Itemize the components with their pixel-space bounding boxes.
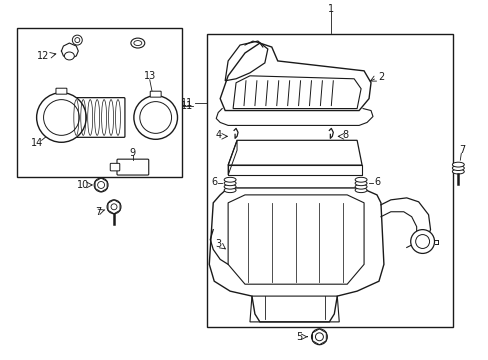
- Circle shape: [98, 181, 104, 188]
- Ellipse shape: [451, 162, 463, 167]
- Text: 14: 14: [30, 138, 42, 148]
- Text: 12: 12: [37, 51, 50, 61]
- Text: 11: 11: [181, 98, 193, 108]
- Ellipse shape: [451, 166, 463, 171]
- Circle shape: [107, 200, 121, 214]
- Text: 5: 5: [296, 332, 302, 342]
- Text: 10: 10: [77, 180, 89, 190]
- Circle shape: [72, 35, 82, 45]
- Circle shape: [94, 178, 108, 192]
- Ellipse shape: [134, 41, 142, 46]
- FancyBboxPatch shape: [71, 98, 124, 137]
- Ellipse shape: [224, 177, 236, 182]
- FancyBboxPatch shape: [117, 159, 148, 175]
- Ellipse shape: [64, 52, 74, 60]
- Ellipse shape: [354, 177, 366, 182]
- FancyBboxPatch shape: [150, 91, 161, 97]
- FancyBboxPatch shape: [56, 88, 67, 94]
- Ellipse shape: [451, 169, 463, 174]
- Text: 1: 1: [327, 4, 334, 14]
- Ellipse shape: [354, 181, 366, 186]
- Text: 6: 6: [373, 177, 379, 187]
- Ellipse shape: [224, 181, 236, 186]
- Text: 2: 2: [377, 72, 383, 82]
- Circle shape: [410, 230, 434, 253]
- Text: 9: 9: [129, 148, 136, 158]
- Ellipse shape: [224, 188, 236, 193]
- Text: 4: 4: [215, 130, 221, 140]
- Circle shape: [415, 235, 428, 248]
- Circle shape: [111, 204, 117, 210]
- FancyBboxPatch shape: [110, 163, 120, 171]
- Ellipse shape: [224, 184, 236, 189]
- Text: 13: 13: [143, 71, 156, 81]
- Circle shape: [134, 96, 177, 139]
- Ellipse shape: [354, 188, 366, 193]
- Circle shape: [75, 37, 80, 42]
- Ellipse shape: [131, 38, 144, 48]
- Ellipse shape: [354, 184, 366, 189]
- Circle shape: [37, 93, 86, 142]
- Bar: [17, 28, 182, 177]
- Bar: [207, 34, 452, 327]
- Text: 3: 3: [215, 239, 221, 249]
- Circle shape: [140, 102, 171, 133]
- Circle shape: [315, 333, 323, 341]
- Circle shape: [43, 100, 79, 135]
- Circle shape: [311, 329, 326, 345]
- Text: 6: 6: [211, 177, 217, 187]
- Text: 8: 8: [342, 130, 347, 140]
- Text: 7: 7: [95, 207, 101, 217]
- Text: 7: 7: [458, 145, 465, 155]
- Text: 11: 11: [181, 100, 193, 111]
